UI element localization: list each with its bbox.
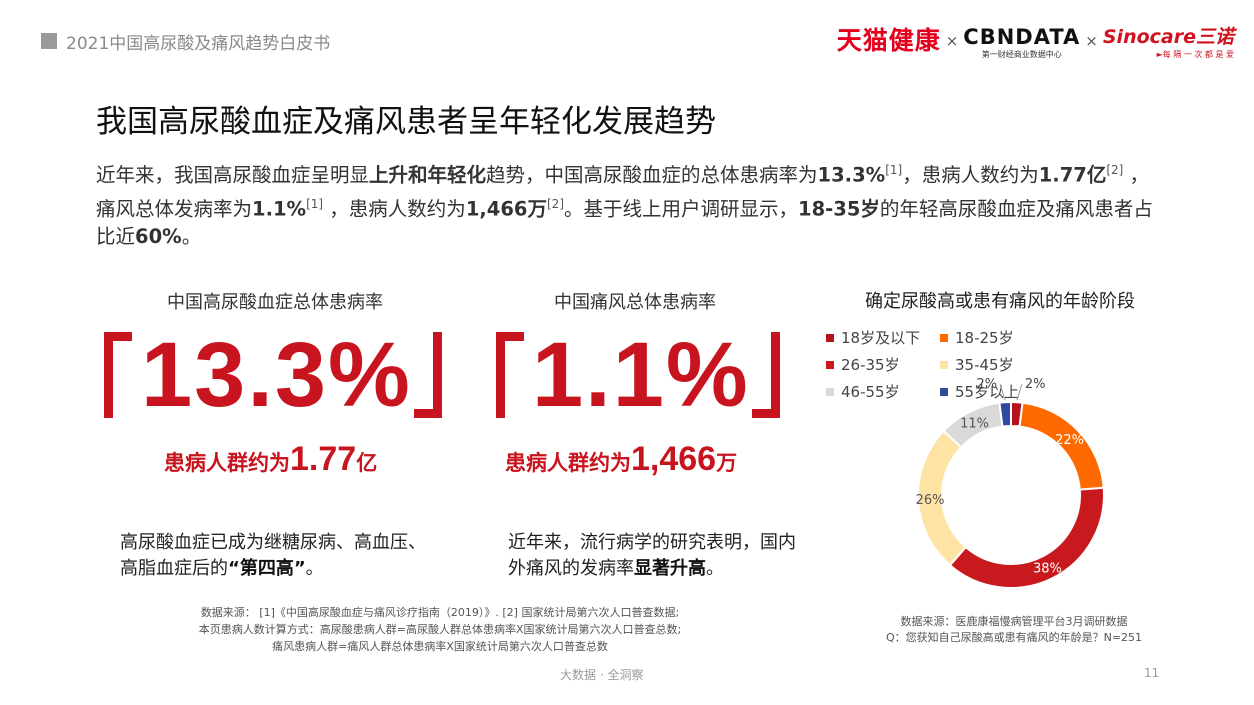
donut-slice-label: 26% [916,493,945,508]
gout-note: 近年来，流行病学的研究表明，国内 外痛风的发病率显著升高。 [508,532,796,579]
gout-population: 患病人群约为1,466万 [505,440,738,478]
page-number: 11 [1144,666,1160,680]
legend-label: 18岁及以下 [841,329,921,347]
legend-swatch [940,360,948,369]
cbndata-logo-text: CBNDATA [963,25,1081,49]
hyperuricemia-rate-value: 13.3% [141,324,412,426]
bracket-close [414,332,442,418]
bracket-open [496,332,524,418]
legend-item: 18-25岁 [940,324,1054,351]
legend-label: 26-35岁 [841,356,900,374]
intro-paragraph: 近年来，我国高尿酸血症呈明显上升和年轻化趋势，中国高尿酸血症的总体患病率为13.… [96,163,1153,248]
legend-item: 35-45岁 [940,351,1054,378]
sinocare-logo-text: Sinocare三诺 [1102,26,1234,48]
chart-legend: 18岁及以下 18-25岁 26-35岁 35-45岁 46-55岁 55岁以上 [826,324,1156,405]
partner-logos: 天猫健康 × CBNDATA 第一财经商业数据中心 × Sinocare三诺 ►… [837,24,1234,64]
page-title: 我国高尿酸血症及痛风患者呈年轻化发展趋势 [96,104,716,140]
donut-slice-label: 11% [960,417,989,432]
donut-slice-label: 2% [976,377,997,392]
legend-label: 35-45岁 [955,356,1014,374]
hyperuricemia-rate-label: 中国高尿酸血症总体患病率 [167,292,383,313]
age-donut-chart: 2% 22% 38% 26% 11% 2% [916,377,1105,589]
chart-title: 确定尿酸高或患有痛风的年龄阶段 [865,291,1135,312]
legend-swatch [826,333,834,342]
hyperuricemia-note: 高尿酸血症已成为继糖尿病、高血压、 高脂血症后的“第四高”。 [120,532,426,579]
legend-swatch [940,333,948,342]
legend-label: 18-25岁 [955,329,1014,347]
legend-item: 26-35岁 [826,351,940,378]
legend-swatch [826,360,834,369]
legend-swatch [826,387,834,396]
donut-slice-label: 38% [1033,561,1062,576]
label-leader-line [1016,384,1023,401]
hyperuricemia-population: 患病人群约为1.77亿 [164,440,378,478]
bracket-close [752,332,780,418]
footer-slogan: 大数据 · 全洞察 [560,668,644,682]
logo-separator: × [945,32,959,50]
gout-rate-value: 1.1% [532,324,750,426]
legend-swatch [940,387,948,396]
legend-label: 46-55岁 [841,383,900,401]
tmall-health-logo: 天猫健康 [836,26,941,55]
donut-slice-label: 2% [1025,377,1046,392]
sinocare-logo: Sinocare三诺 ►每 隔 一 次 都 是 爱 [1103,24,1234,60]
legend-item: 18岁及以下 [826,324,940,351]
cbndata-logo-subtitle: 第一财经商业数据中心 [981,50,1062,59]
legend-label: 55岁以上 [955,383,1020,401]
report-title: 2021中国高尿酸及痛风趋势白皮书 [66,34,331,54]
legend-item: 46-55岁 [826,378,940,405]
donut-slice [998,400,1012,428]
donut-slice [948,486,1105,589]
gout-rate-label: 中国痛风总体患病率 [554,292,716,313]
label-leader-line [999,384,1006,401]
data-source-right: 数据来源：医鹿康福慢病管理平台3月调研数据 Q：您获知自己尿酸高或患有痛风的年龄… [885,615,1143,644]
header-mark [41,33,57,49]
data-source-left: 数据来源： [1]《中国高尿酸血症与痛风诊疗指南（2019）》. [2] 国家统… [198,606,682,653]
donut-slice-label: 22% [1055,433,1084,448]
bracket-open [104,332,132,418]
cbndata-logo: CBNDATA 第一财经商业数据中心 [963,24,1080,60]
legend-item: 55岁以上 [940,378,1054,405]
sinocare-logo-slogan: ►每 隔 一 次 都 是 爱 [1156,50,1234,59]
logo-separator: × [1085,32,1098,50]
